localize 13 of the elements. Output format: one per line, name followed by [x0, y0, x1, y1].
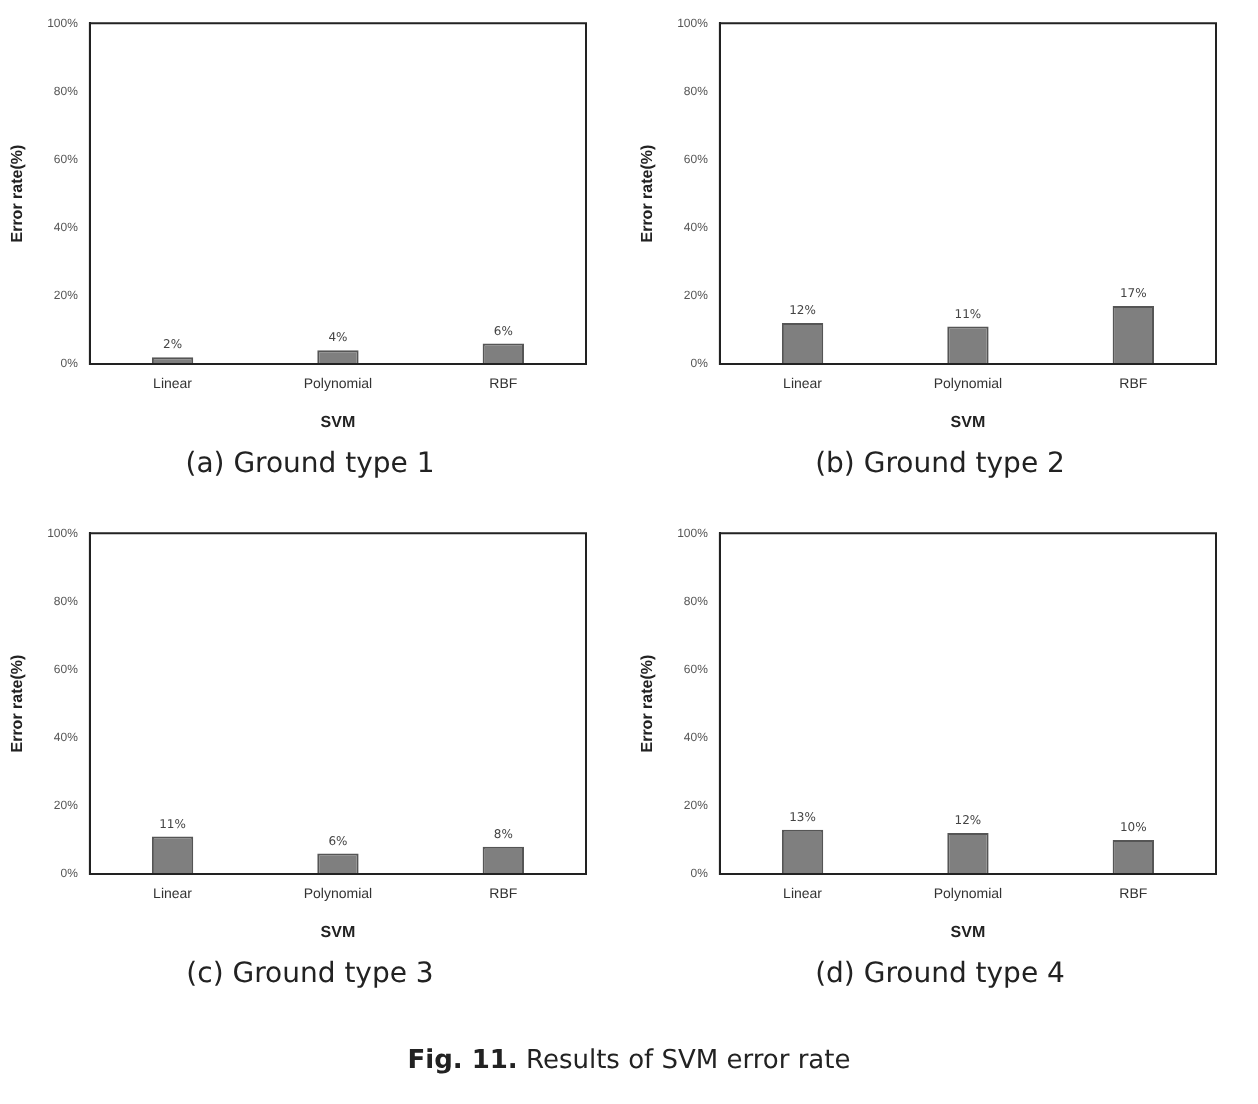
caption: Fig. 11. Results of SVM error rate — [405, 1046, 853, 1076]
y-axis-title: Error rate(%) — [638, 144, 657, 243]
text: (c) Ground type 3 — [184, 958, 436, 990]
text: (a) Ground type 1 — [183, 448, 437, 480]
y-axis-title: Error rate(%) — [8, 144, 27, 243]
x-axis-title: SVM — [320, 922, 356, 941]
y-axis-title: Error rate(%) — [8, 654, 27, 753]
text: (d) Ground type 4 — [813, 958, 1067, 990]
x-axis-title: SVM — [950, 412, 986, 431]
x-axis-title: SVM — [950, 922, 986, 941]
y-axis-title: Error rate(%) — [638, 654, 657, 753]
x-axis-title: SVM — [320, 412, 356, 431]
text: (b) Ground type 2 — [813, 448, 1067, 480]
